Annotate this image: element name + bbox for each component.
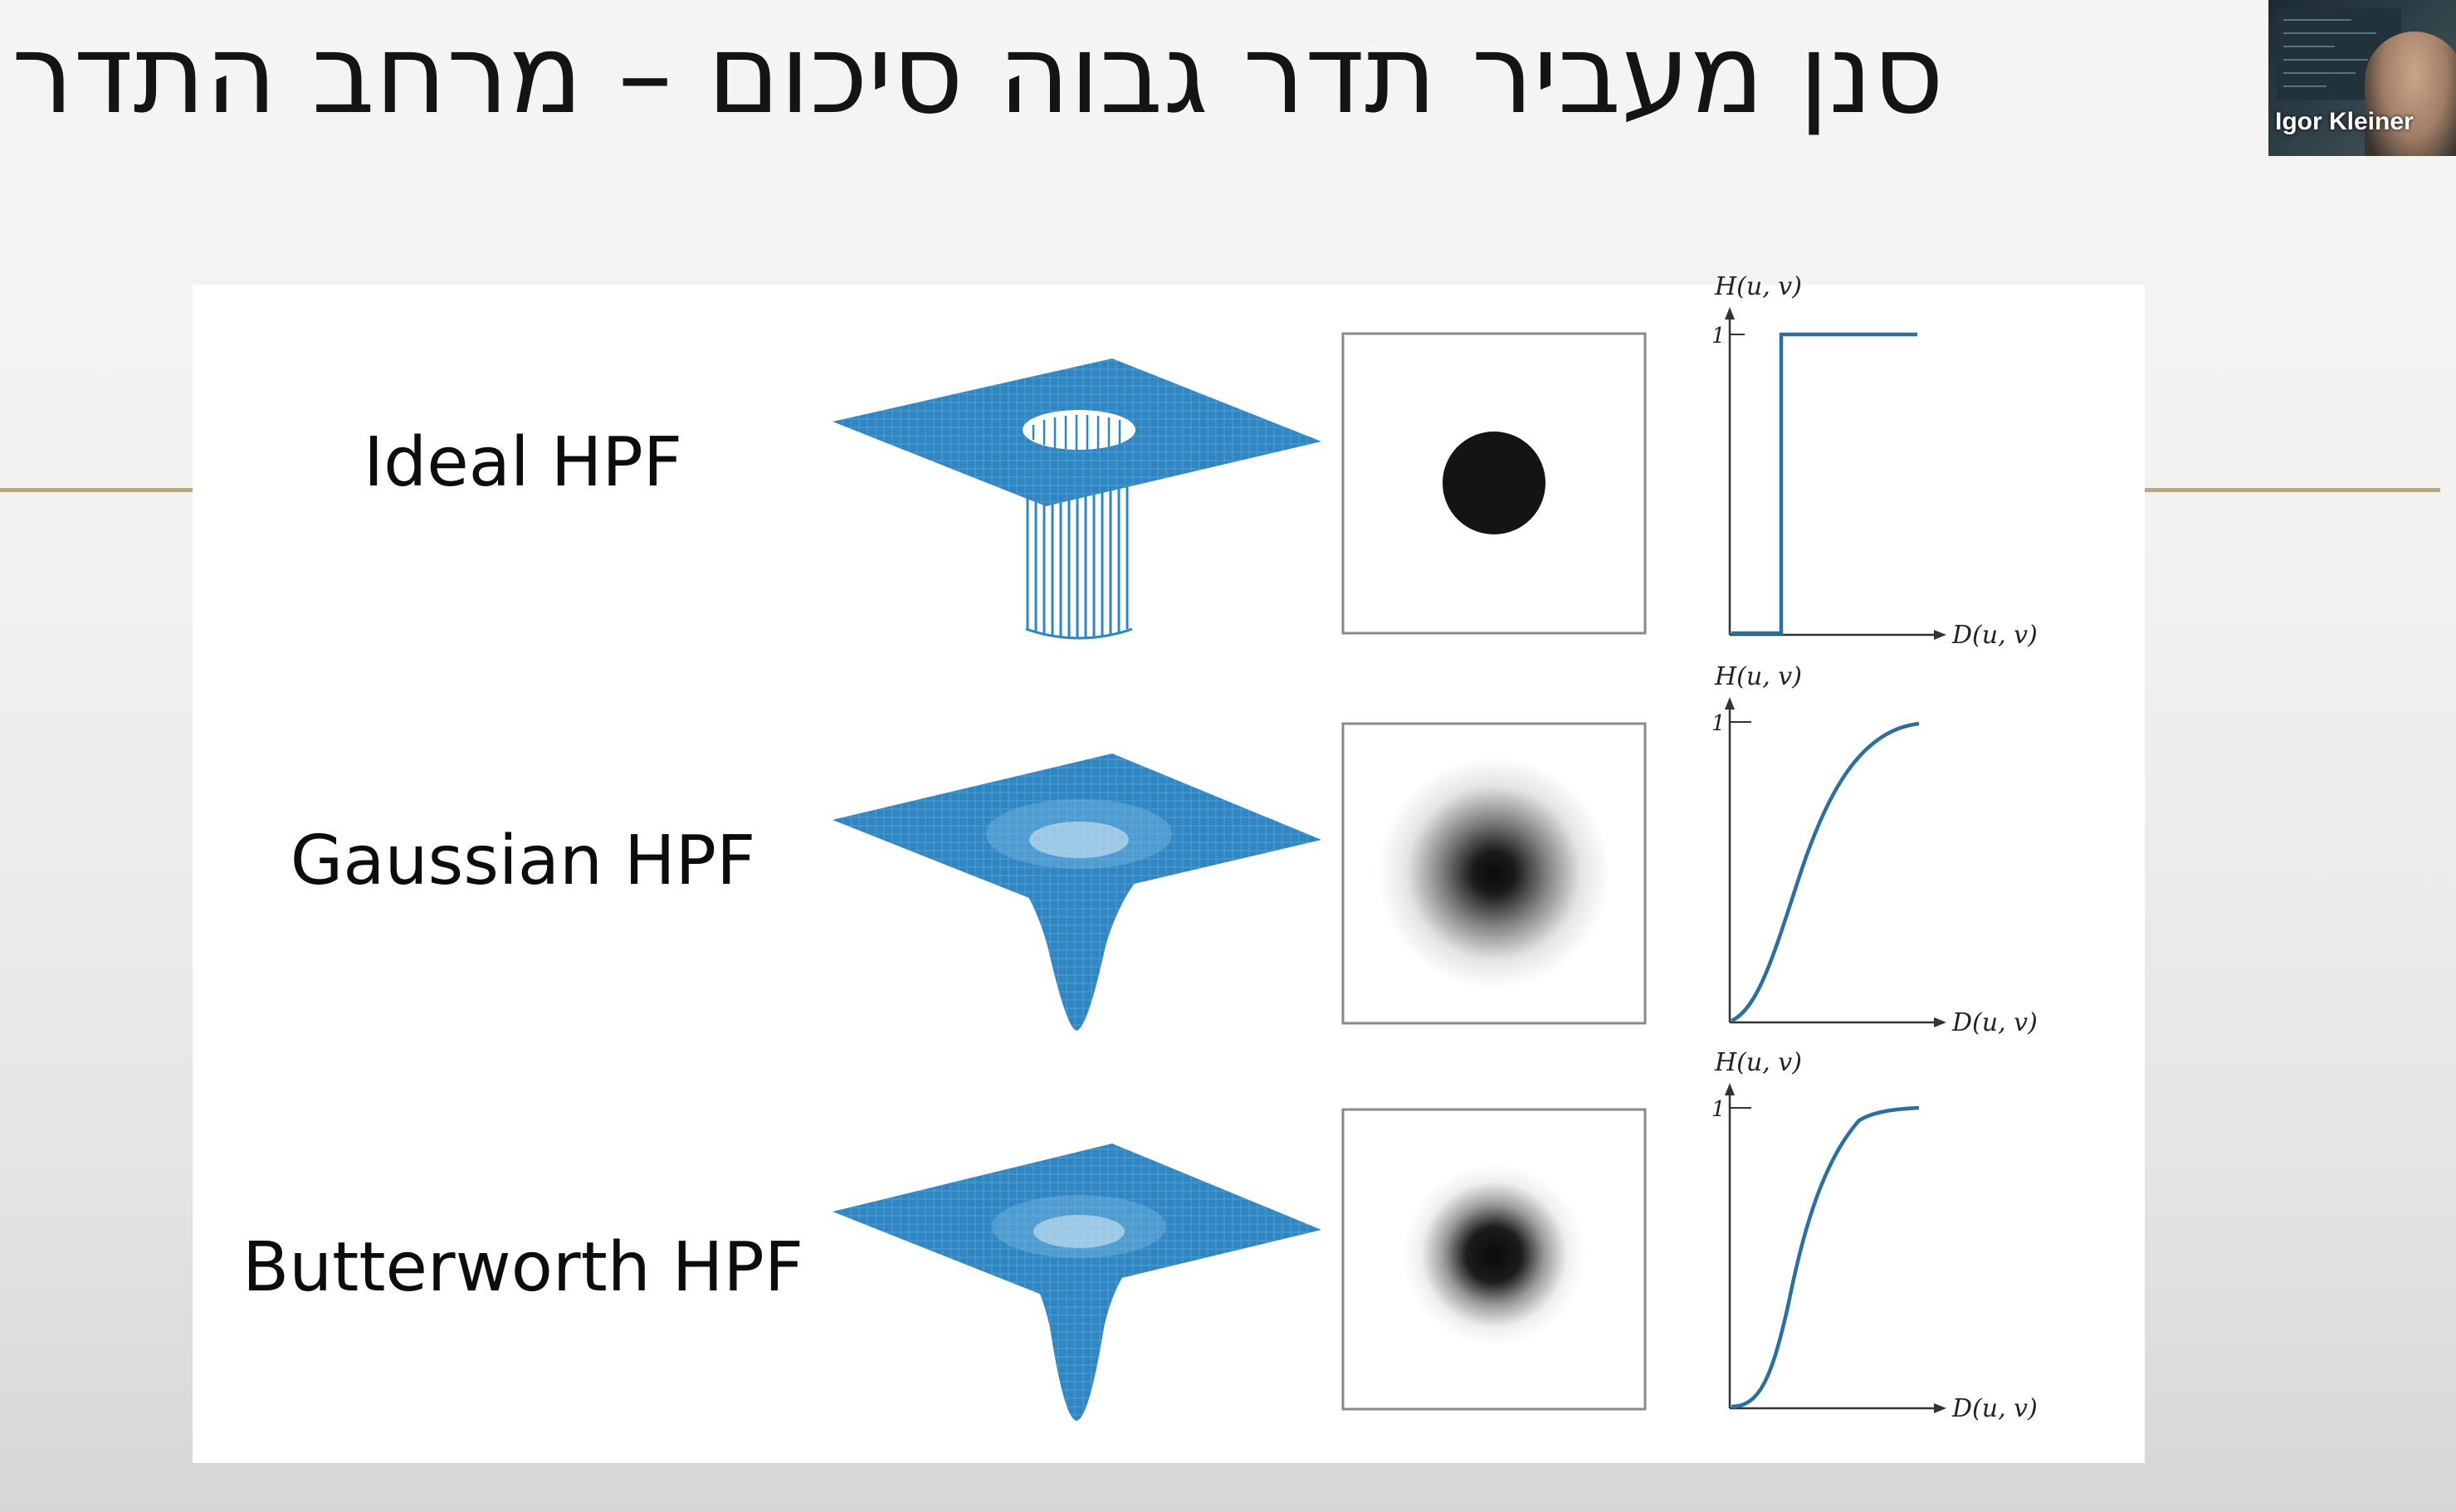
ideal-x-axis-label: D(u, v) <box>1951 621 2038 650</box>
gaussian-y-axis-label: H(u, v) <box>1714 662 1802 691</box>
ideal-y-axis-label: H(u, v) <box>1714 272 1802 301</box>
gaussian-y-tick-1: 1 <box>1711 711 1726 736</box>
ideal-y-tick-1: 1 <box>1711 324 1726 349</box>
butterworth-y-tick-1: 1 <box>1711 1097 1726 1122</box>
presenter-name: Igor Kleiner <box>2275 108 2414 135</box>
presenter-video <box>2365 32 2456 156</box>
butterworth-y-axis-label: H(u, v) <box>1714 1048 1802 1077</box>
butterworth-surface-plot <box>833 1144 1321 1421</box>
webcam-thumbnail: Igor Kleiner <box>2268 0 2456 156</box>
ideal-hpf-label: Ideal HPF <box>363 423 683 502</box>
ideal-profile-plot <box>1725 307 1946 640</box>
butterworth-image-box <box>1341 1108 1647 1411</box>
slide-title: סנן מעביר תדר גבוה סיכום – מרחב התדר <box>12 11 1944 139</box>
gaussian-hpf-label: Gaussian HPF <box>290 822 756 900</box>
gaussian-surface-plot <box>833 754 1321 1031</box>
gaussian-x-axis-label: D(u, v) <box>1951 1008 2038 1037</box>
butterworth-x-axis-label: D(u, v) <box>1951 1394 2038 1423</box>
butterworth-profile-plot <box>1725 1083 1946 1413</box>
decorative-rule-left <box>0 488 193 492</box>
gaussian-image-box <box>1341 722 1647 1025</box>
gaussian-profile-plot <box>1725 697 1946 1027</box>
decorative-rule-right <box>2145 488 2440 492</box>
ideal-image-box <box>1341 332 1647 635</box>
butterworth-hpf-label: Butterworth HPF <box>242 1228 804 1307</box>
ideal-surface-plot <box>833 358 1321 640</box>
